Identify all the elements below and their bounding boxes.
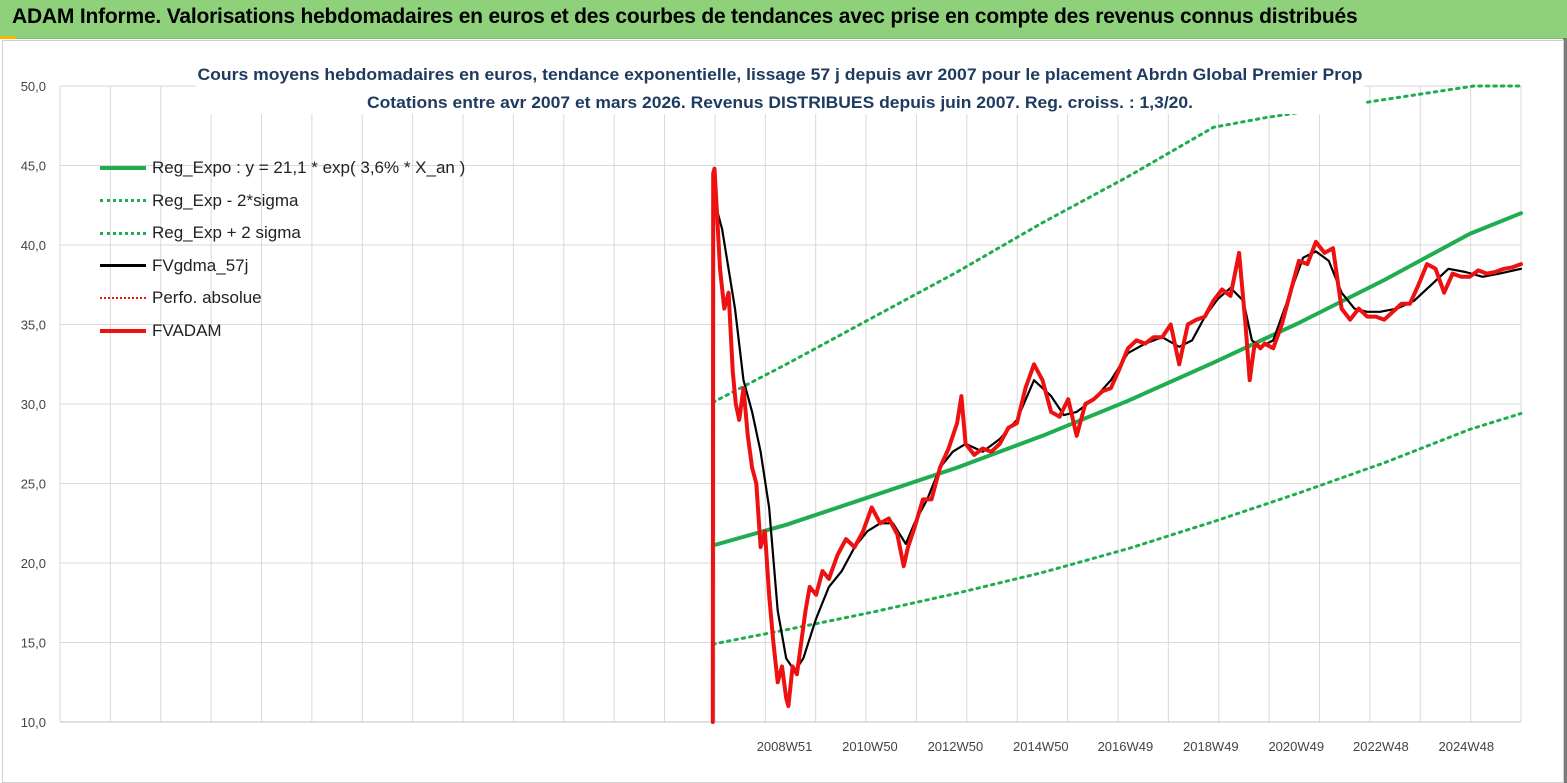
x-tick-label: 2022W48 xyxy=(1353,739,1409,754)
x-tick-label: 2010W50 xyxy=(842,739,898,754)
legend-label: Reg_Exp + 2 sigma xyxy=(152,223,301,243)
x-tick-label: 2016W49 xyxy=(1098,739,1154,754)
legend-swatch-reg-exp-minus xyxy=(100,199,146,203)
accent-bar-left xyxy=(0,36,16,39)
x-tick-label: 2024W48 xyxy=(1438,739,1494,754)
legend-item-reg-exp-minus: Reg_Exp - 2*sigma xyxy=(100,185,465,218)
y-tick-label: 25,0 xyxy=(21,477,46,492)
y-tick-label: 35,0 xyxy=(21,318,46,333)
accent-bar-right xyxy=(1563,38,1567,783)
series-line-reg-expo xyxy=(710,211,1523,548)
x-tick-label: 2012W50 xyxy=(928,739,984,754)
chart-grid xyxy=(59,85,1522,723)
header-banner: ADAM Informe. Valorisations hebdomadaire… xyxy=(0,0,1567,39)
chart-legend: Reg_Expo : y = 21,1 * exp( 3,6% * X_an )… xyxy=(100,152,465,347)
title-backdrop xyxy=(196,62,1364,114)
legend-label: FVADAM xyxy=(152,320,222,340)
y-tick-label: 20,0 xyxy=(21,556,46,571)
y-tick-label: 30,0 xyxy=(21,397,46,412)
x-tick-label: 2020W49 xyxy=(1268,739,1324,754)
x-tick-label: 2008W51 xyxy=(757,739,813,754)
y-tick-label: 15,0 xyxy=(21,636,46,651)
legend-swatch-fvgdma xyxy=(100,264,146,268)
legend-item-reg-expo: Reg_Expo : y = 21,1 * exp( 3,6% * X_an ) xyxy=(100,152,465,185)
legend-swatch-fvadam xyxy=(100,328,146,333)
x-tick-label: 2014W50 xyxy=(1013,739,1069,754)
legend-label: FVgdma_57j xyxy=(152,255,249,275)
chart-title: Cours moyens hebdomadaires en euros, ten… xyxy=(198,65,1363,84)
page-title: ADAM Informe. Valorisations hebdomadaire… xyxy=(12,5,1358,28)
y-tick-label: 50,0 xyxy=(21,79,46,94)
legend-swatch-reg-exp-plus xyxy=(100,231,146,235)
series-line-fvadam xyxy=(710,166,1523,724)
chart-series xyxy=(710,84,1523,724)
legend-swatch-perfo xyxy=(100,297,146,300)
legend-label: Reg_Expo : y = 21,1 * exp( 3,6% * X_an ) xyxy=(152,158,466,178)
x-tick-label: 2018W49 xyxy=(1183,739,1239,754)
y-tick-labels: 10,0 15,0 20,0 25,0 30,0 35,0 40,0 45,0 50,0 xyxy=(21,79,46,730)
y-tick-label: 40,0 xyxy=(21,238,46,253)
legend-item-perfo: Perfo. absolue xyxy=(100,282,465,315)
y-tick-label: 45,0 xyxy=(21,159,46,174)
series-line-reg-exp xyxy=(711,84,1523,404)
legend-item-fvgdma: FVgdma_57j xyxy=(100,250,465,283)
series-line-reg-exp xyxy=(711,412,1523,646)
legend-label: Reg_Exp - 2*sigma xyxy=(152,190,299,210)
chart-subtitle: Cotations entre avr 2007 et mars 2026. R… xyxy=(367,93,1193,112)
legend-swatch-reg-expo xyxy=(100,166,146,171)
series-line-fvgdma-57j xyxy=(712,196,1523,673)
legend-item-reg-exp-plus: Reg_Exp + 2 sigma xyxy=(100,217,465,250)
y-tick-label: 10,0 xyxy=(21,715,46,730)
legend-label: Perfo. absolue xyxy=(152,288,262,308)
x-tick-labels: 2008W51 2010W50 2012W50 2014W50 2016W49 2018W… xyxy=(757,739,1494,754)
legend-item-fvadam: FVADAM xyxy=(100,315,465,348)
